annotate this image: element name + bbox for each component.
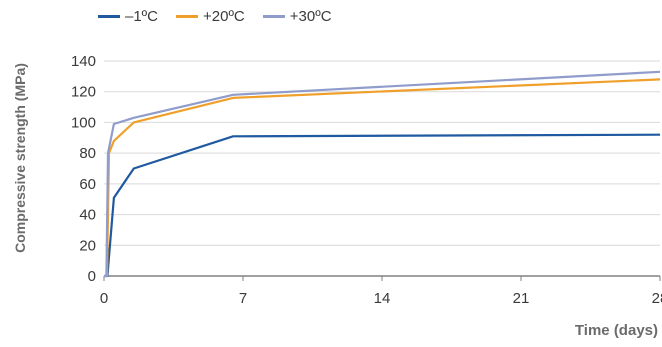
- y-tick-label: 60: [79, 176, 96, 193]
- legend: –1ºC +20ºC +30ºC: [98, 8, 332, 25]
- x-tick-label: 14: [374, 290, 391, 307]
- legend-swatch: [98, 15, 120, 18]
- y-tick-label: 100: [71, 114, 96, 131]
- legend-item-plus-30c: +30ºC: [262, 8, 332, 25]
- y-tick-label: 120: [71, 84, 96, 101]
- legend-item-plus-20c: +20ºC: [176, 8, 245, 25]
- legend-label: –1ºC: [125, 8, 158, 25]
- y-tick-label: 40: [79, 207, 96, 224]
- legend-swatch: [176, 15, 198, 18]
- x-tick-label: 7: [239, 290, 247, 307]
- x-tick-label: 0: [100, 290, 108, 307]
- legend-swatch: [262, 15, 285, 18]
- series-line-2: [104, 70, 661, 278]
- x-tick-label: 28: [652, 290, 662, 307]
- y-tick-label: 140: [71, 53, 96, 70]
- legend-item-minus-1c: –1ºC: [98, 8, 158, 25]
- y-tick-label: 0: [88, 268, 96, 285]
- y-tick-label: 20: [79, 237, 96, 254]
- legend-label: +20ºC: [203, 8, 245, 25]
- x-tick-label: 21: [513, 290, 530, 307]
- x-axis-label: Time (days): [574, 322, 658, 339]
- series-line-0: [104, 133, 661, 278]
- y-tick-label: 80: [79, 145, 96, 162]
- series-line-1: [104, 78, 661, 278]
- legend-label: +30ºC: [289, 8, 332, 25]
